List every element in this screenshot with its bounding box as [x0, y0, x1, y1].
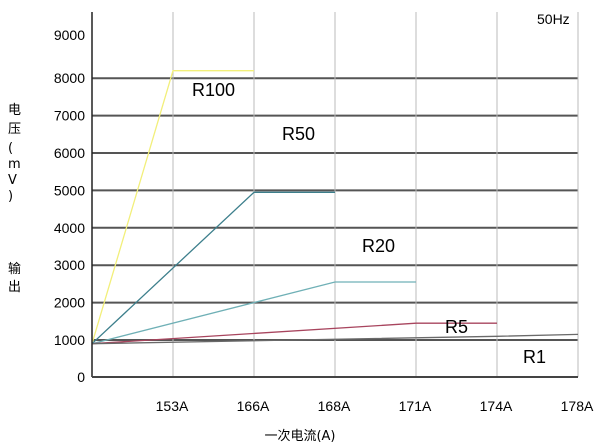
- y-tick-label: 5000: [54, 182, 85, 198]
- x-tick-label: 153A: [156, 398, 189, 414]
- x-tick-label: 178A: [561, 398, 594, 414]
- series-line-r50: [92, 192, 335, 343]
- y-axis-label-char: V: [8, 173, 17, 188]
- y-tick-label: 4000: [54, 220, 85, 236]
- x-axis-label: 一次电流(A): [264, 428, 335, 444]
- x-tick-label: 168A: [318, 398, 351, 414]
- y-axis-label-char: (: [8, 141, 13, 156]
- x-tick-label: 174A: [480, 398, 513, 414]
- y-axis-label: 电压 (mV) 输出: [8, 103, 21, 295]
- y-axis-label-char: 电: [8, 103, 21, 118]
- y-axis-label-char: 出: [8, 280, 21, 295]
- y-tick-label: 8000: [54, 70, 85, 86]
- y-tick-label: 6000: [54, 145, 85, 161]
- series-label-r50: R50: [282, 124, 315, 144]
- x-tick-label: 166A: [237, 398, 270, 414]
- y-axis-label-char: 输: [8, 261, 21, 277]
- grid-lines: [92, 12, 578, 377]
- series-label-r100: R100: [192, 80, 235, 100]
- series-label-r20: R20: [362, 236, 395, 256]
- y-tick-label: 9000: [54, 27, 85, 43]
- y-tick-label: 3000: [54, 257, 85, 273]
- y-tick-label: 2000: [54, 295, 85, 311]
- x-tick-label: 171A: [399, 398, 432, 414]
- x-tick-labels: 153A 166A 168A 171A 174A 178A: [156, 398, 594, 414]
- y-tick-label: 7000: [54, 108, 85, 124]
- series-labels: R100 R50 R20 R5 R1: [192, 80, 546, 367]
- y-axis-label-char: m: [8, 157, 21, 172]
- y-axis-label-char: ): [8, 189, 13, 204]
- y-tick-label: 1000: [54, 332, 85, 348]
- y-tick-label: 0: [77, 369, 85, 385]
- series-label-r5: R5: [445, 317, 468, 337]
- frequency-annotation: 50Hz: [537, 11, 570, 27]
- series-label-r1: R1: [523, 347, 546, 367]
- y-tick-labels: 0 1000 2000 3000 4000 5000 6000 7000 8000 9000: [54, 27, 85, 385]
- y-axis-label-char: 压: [8, 122, 21, 137]
